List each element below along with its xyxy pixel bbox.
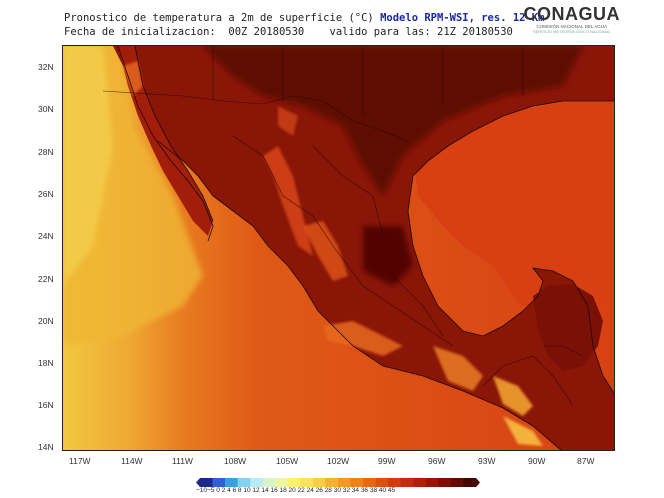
conagua-logo: CONAGUA COMISIÓN NACIONAL DEL AGUA SERVI…: [524, 4, 621, 34]
colorbar-swatch: [375, 478, 389, 487]
lon-label-93w: 93W: [478, 456, 496, 466]
hot-core-central: [363, 226, 413, 286]
colorbar-swatch: [388, 478, 402, 487]
lat-label-16n: 16N: [38, 400, 54, 410]
hot-core-north: [203, 46, 583, 196]
coastlines: [117, 46, 614, 450]
colorbar-swatch: [363, 478, 376, 487]
lon-label-111w: 111W: [172, 456, 193, 466]
highland-patches: [123, 61, 543, 446]
lat-label-32n: 32N: [38, 62, 54, 72]
borders: [102, 46, 584, 407]
lon-label-117w: 117W: [69, 456, 91, 466]
init-label: Fecha de inicializacion:: [64, 26, 216, 38]
colorbar-swatch: [237, 478, 251, 487]
lat-label-28n: 28N: [38, 147, 54, 157]
colorbar-swatch: [200, 478, 213, 487]
lat-label-30n: 30N: [38, 104, 54, 114]
lon-label-96w: 96W: [428, 456, 446, 466]
valid-value: 21Z 20180530: [437, 26, 513, 38]
colorbar-swatch: [212, 478, 226, 487]
temperature-colorbar: [196, 478, 480, 487]
colorbar-swatch: [350, 478, 364, 487]
colorbar-swatch: [325, 478, 339, 487]
colorbar-swatch: [463, 478, 477, 487]
lat-label-14n: 14N: [38, 442, 54, 452]
colorbar-swatch: [225, 478, 238, 487]
colorbar-swatch: [400, 478, 414, 487]
colorbar-swatch: [275, 478, 289, 487]
colorbar-swatch: [450, 478, 464, 487]
lat-label-18n: 18N: [38, 358, 54, 368]
lat-label-24n: 24N: [38, 231, 54, 241]
brand-subtitle: COMISIÓN NACIONAL DEL AGUA: [536, 24, 607, 29]
valid-label: valido para las:: [329, 26, 431, 38]
map-svg: [63, 46, 614, 450]
brand-name: CONAGUA: [523, 4, 620, 24]
colorbar-swatch: [250, 478, 264, 487]
init-line: Fecha de inicializacion: 00Z 20180530 va…: [64, 26, 513, 38]
yucatan: [533, 284, 603, 371]
lon-label-102w: 102W: [327, 456, 350, 466]
lon-label-108w: 108W: [224, 456, 247, 466]
lon-label-90w: 90W: [528, 456, 546, 466]
map-title: Pronostico de temperatura a 2m de superf…: [64, 12, 544, 24]
temperature-map: [62, 45, 615, 451]
lon-label-105w: 105W: [276, 456, 299, 466]
colorbar-arrow-high: [476, 478, 480, 487]
coolest-sea-zone: [63, 46, 113, 286]
brand-subtitle-2: SERVICIO METEOROLÓGICO NACIONAL: [533, 29, 611, 34]
lon-label-87w: 87W: [577, 456, 595, 466]
colorbar-swatch: [262, 478, 276, 487]
lat-label-26n: 26N: [38, 189, 54, 199]
lat-label-20n: 20N: [38, 316, 54, 326]
title-variable: Pronostico de temperatura a 2m de superf…: [64, 12, 374, 24]
lon-label-99w: 99W: [378, 456, 396, 466]
gulf-of-mexico: [413, 96, 614, 316]
init-value: 00Z 20180530: [228, 26, 305, 38]
title-model: Modelo RPM-WSI, res. 12 Km: [380, 12, 545, 24]
lat-label-22n: 22N: [38, 274, 54, 284]
colorbar-swatch: [300, 478, 314, 487]
colorbar-labels: −10−5 0 2 4 6 8 10 12 14 16 18 20 22 24 …: [196, 487, 396, 494]
colorbar-swatch: [287, 478, 301, 487]
colorbar-swatch: [425, 478, 439, 487]
colorbar-swatch: [338, 478, 351, 487]
lon-label-114w: 114W: [121, 456, 143, 466]
colorbar-swatch: [312, 478, 326, 487]
colorbar-swatch: [438, 478, 452, 487]
colorbar-swatch: [413, 478, 427, 487]
colorbar-arrow-low: [196, 478, 200, 487]
